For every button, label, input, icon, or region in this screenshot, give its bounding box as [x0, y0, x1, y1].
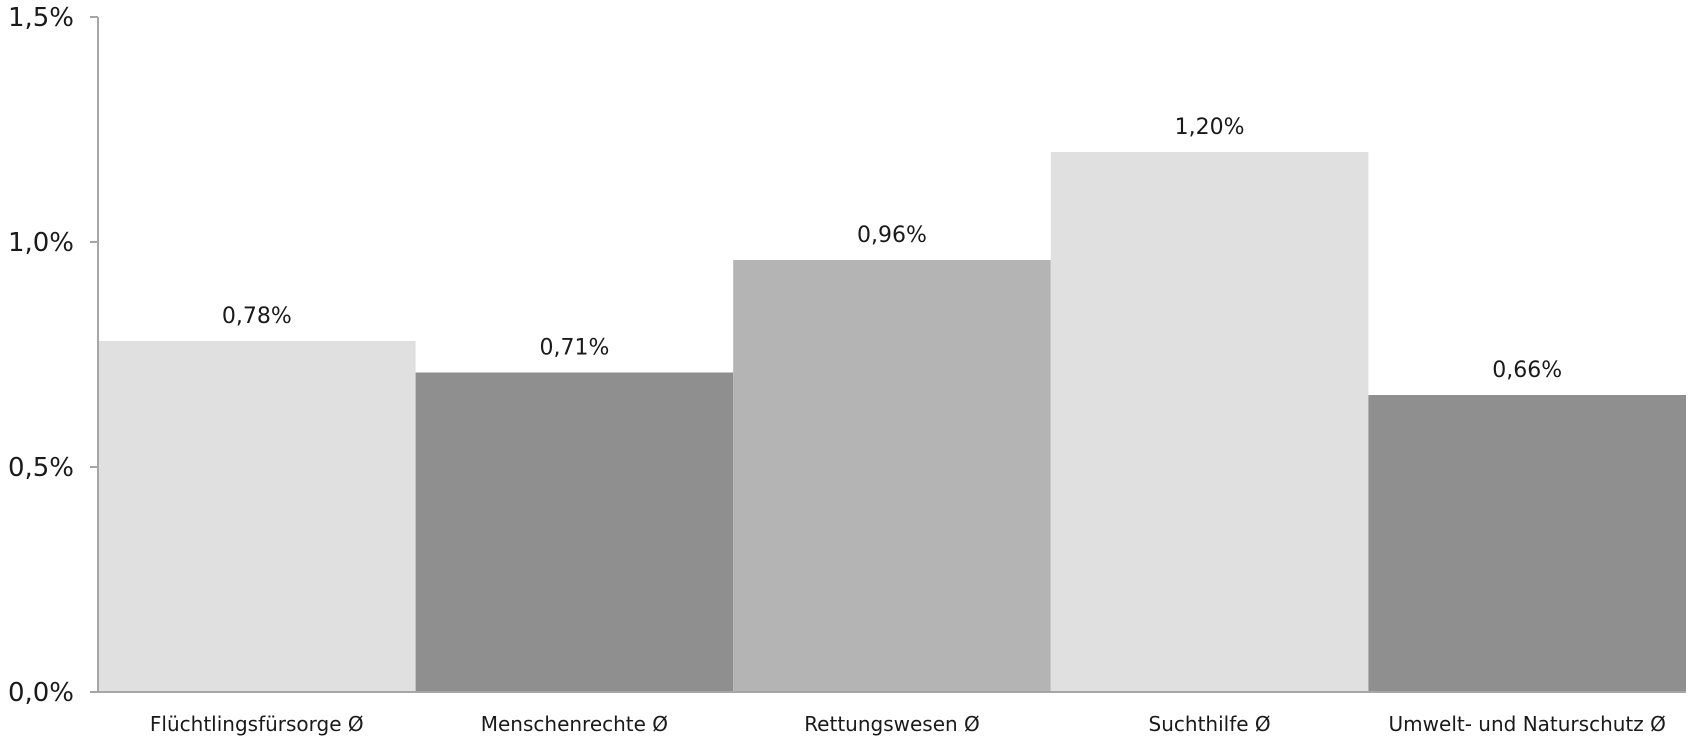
category-label-3: Suchthilfe Ø: [1149, 712, 1271, 736]
category-label-0: Flüchtlingsfürsorge Ø: [150, 712, 364, 736]
y-tick-label-3: 1,5%: [8, 3, 74, 33]
y-tick-label-0: 0,0%: [8, 678, 74, 708]
y-axis-ticks: 0,0% 0,5% 1,0% 1,5%: [8, 3, 98, 708]
bar-3: [1050, 152, 1369, 692]
bars-layer: [98, 152, 1686, 692]
y-tick-label-1: 0,5%: [8, 453, 74, 483]
bar-1: [415, 372, 734, 692]
category-label-1: Menschenrechte Ø: [481, 712, 668, 736]
bar-2: [733, 260, 1051, 692]
category-label-4: Umwelt- und Naturschutz Ø: [1389, 712, 1666, 736]
bar-4: [1368, 395, 1686, 692]
data-label-0: 0,78%: [222, 304, 292, 329]
data-label-4: 0,66%: [1492, 358, 1562, 383]
y-tick-label-2: 1,0%: [8, 228, 74, 258]
category-label-2: Rettungswesen Ø: [804, 712, 980, 736]
data-label-3: 1,20%: [1175, 115, 1245, 140]
x-axis-labels: Flüchtlingsfürsorge Ø Menschenrechte Ø Ret…: [150, 712, 1666, 736]
bar-0: [98, 341, 416, 692]
data-label-2: 0,96%: [857, 223, 927, 248]
data-labels-layer: 0,78% 0,71% 0,96% 1,20% 0,66%: [222, 115, 1562, 383]
data-label-1: 0,71%: [539, 336, 609, 361]
